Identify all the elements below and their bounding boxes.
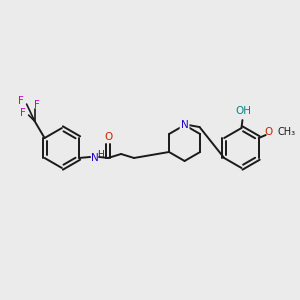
Text: O: O — [104, 132, 112, 142]
Text: OH: OH — [236, 106, 251, 116]
Text: F: F — [18, 96, 24, 106]
Text: F: F — [34, 100, 40, 110]
Text: F: F — [20, 108, 26, 118]
Text: N: N — [181, 120, 188, 130]
Text: N: N — [91, 153, 99, 163]
Text: CH₃: CH₃ — [278, 127, 296, 137]
Text: O: O — [265, 127, 273, 137]
Text: N: N — [181, 120, 188, 130]
Text: H: H — [97, 150, 104, 159]
